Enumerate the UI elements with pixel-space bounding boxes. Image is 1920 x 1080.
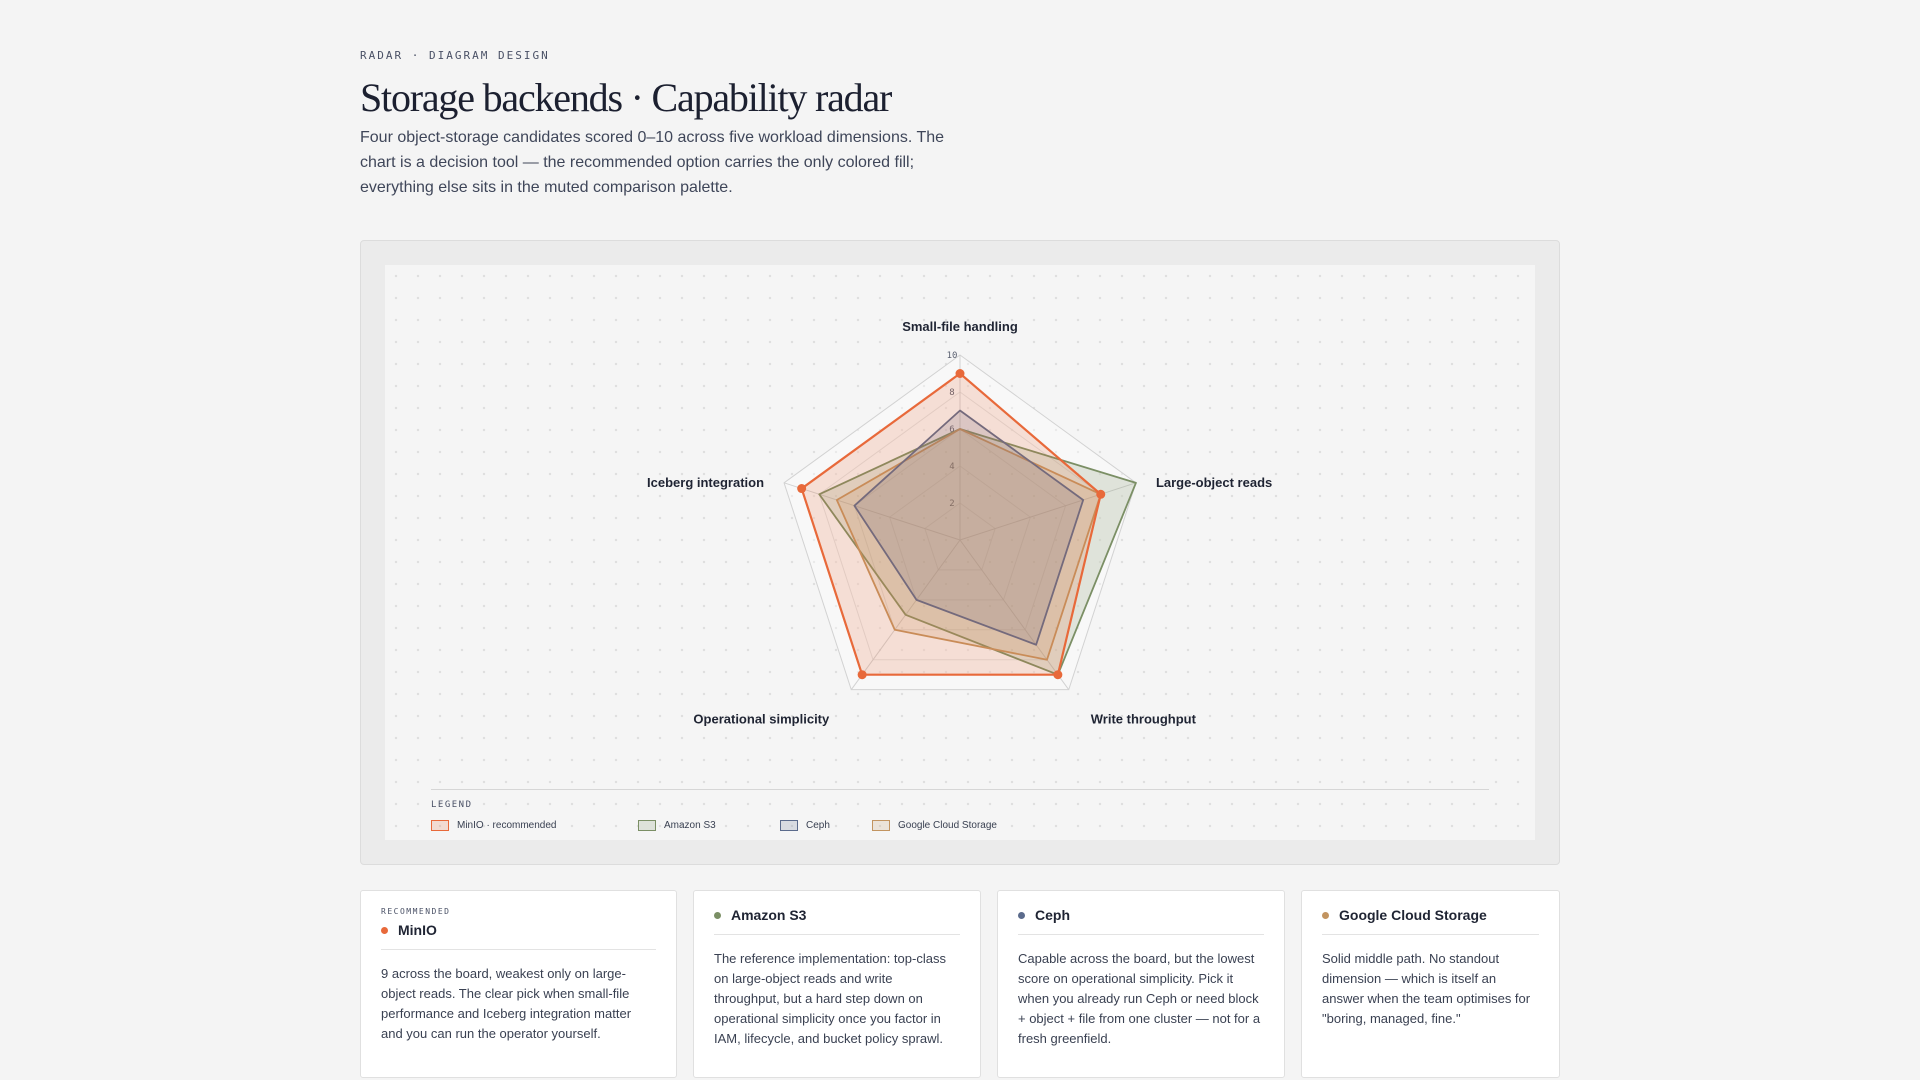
card-header: Amazon S3 <box>714 907 960 935</box>
legend-item-minio: MinIO · recommended <box>431 820 556 831</box>
card-description: Solid middle path. No standout dimension… <box>1322 951 1531 1026</box>
legend-swatch-ceph <box>780 820 798 831</box>
legend-item-s3: Amazon S3 <box>638 820 716 831</box>
card-description: 9 across the board, weakest only on larg… <box>381 966 632 1041</box>
status-dot <box>381 926 388 934</box>
recommended-badge: RECOMMENDED <box>381 907 451 916</box>
axis-label-operational-simplicity: Operational simplicity <box>693 712 830 727</box>
legend-swatch-gcs <box>872 820 890 831</box>
chart-plot-area: 2 4 6 8 10 Small-file handling Large-object re… <box>385 265 1535 840</box>
legend-label-s3: Amazon S3 <box>664 820 716 831</box>
card-description: The reference implementation: top-class … <box>714 951 946 1046</box>
legend-item-gcs: Google Cloud Storage <box>872 820 997 831</box>
legend-swatch-minio <box>431 820 449 831</box>
spoke-iceberg-integration <box>783 482 961 541</box>
legend-label-minio: MinIO · recommended <box>457 820 557 831</box>
legend-divider <box>431 789 1489 790</box>
card-header: MinIO <box>381 922 656 950</box>
grid-ring-4 <box>889 465 1031 601</box>
option-card-minio: RECOMMENDED MinIO 9 across the board, we… <box>360 890 677 1078</box>
axis-label-write-throughput: Write throughput <box>1091 712 1197 727</box>
series-google-cloud-storage <box>835 428 1102 661</box>
card-title: MinIO <box>398 922 437 938</box>
card-description: Capable across the board, but the lowest… <box>1018 951 1261 1046</box>
tick-label: 2 <box>949 499 954 509</box>
spoke-large-object-reads <box>959 482 1137 541</box>
page-title: Storage backends · Capability radar <box>360 75 892 120</box>
tick-label: 4 <box>949 462 954 472</box>
grid-ring-8 <box>818 391 1102 661</box>
status-dot <box>714 911 721 919</box>
spoke-write-throughput <box>959 539 1070 690</box>
tick-label: 8 <box>949 388 954 398</box>
grid-ring-2 <box>924 502 996 571</box>
card-title: Amazon S3 <box>731 907 807 923</box>
status-dot <box>1322 911 1329 919</box>
card-title: Ceph <box>1035 907 1070 923</box>
data-point-write-throughput <box>1053 670 1063 680</box>
chart-frame: 2 4 6 8 10 Small-file handling Large-object re… <box>360 240 1560 865</box>
status-dot <box>1018 911 1025 919</box>
legend-swatch-s3 <box>638 820 656 831</box>
grid-ring-6 <box>853 428 1067 631</box>
option-card-gcs: Google Cloud Storage Solid middle path. … <box>1301 890 1560 1078</box>
option-card-s3: Amazon S3 The reference implementation: … <box>693 890 981 1078</box>
axis-label-iceberg-integration: Iceberg integration <box>647 475 764 490</box>
legend-label-gcs: Google Cloud Storage <box>898 820 997 831</box>
eyebrow: RADAR · DIAGRAM DESIGN <box>360 49 550 62</box>
radar-chart: 2 4 6 8 10 Small-file handling Large-object re… <box>647 319 1272 727</box>
data-point-iceberg-integration <box>797 484 807 494</box>
axis-label-large-object-reads: Large-object reads <box>1156 475 1272 490</box>
card-header: Ceph <box>1018 907 1264 935</box>
data-point-small-file-handling <box>955 369 965 378</box>
series-minio-recommended <box>800 372 1102 676</box>
series-amazon-s3 <box>818 428 1137 676</box>
card-header: Google Cloud Storage <box>1322 907 1539 935</box>
legend-label-ceph: Ceph <box>806 820 830 831</box>
data-point-operational-simplicity <box>857 670 867 680</box>
card-title: Google Cloud Storage <box>1339 907 1487 923</box>
legend-title: LEGEND <box>431 800 473 810</box>
data-point-large-object-reads <box>1096 489 1106 499</box>
tick-label: 10 <box>947 351 958 361</box>
option-card-ceph: Ceph Capable across the board, but the l… <box>997 890 1285 1078</box>
tick-label: 6 <box>949 425 954 435</box>
page-subtitle: Four object-storage candidates scored 0–… <box>360 129 945 196</box>
axis-label-small-file-handling: Small-file handling <box>902 319 1018 334</box>
legend-item-ceph: Ceph <box>780 820 830 831</box>
series-ceph <box>853 409 1085 646</box>
